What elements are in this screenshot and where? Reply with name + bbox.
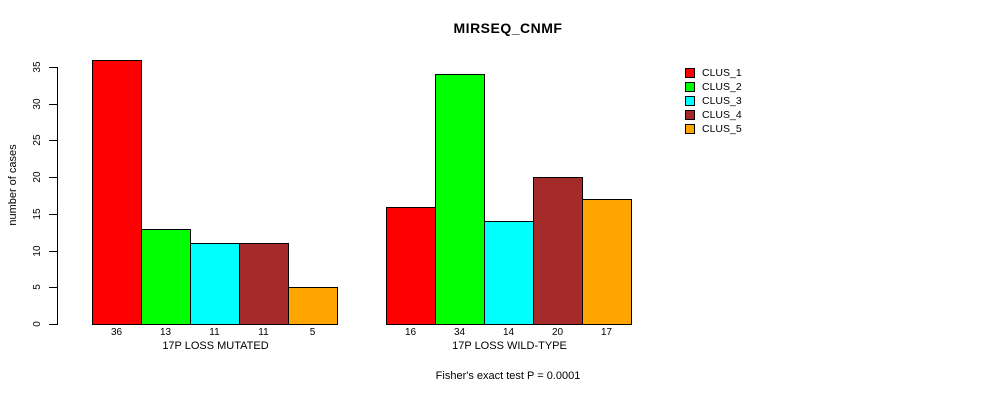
y-axis-label: number of cases	[7, 144, 19, 226]
bar-clus_4-group2	[533, 177, 583, 325]
legend-label: CLUS_5	[702, 122, 742, 135]
y-tick-label: 0	[32, 321, 43, 327]
legend-swatch-icon	[685, 68, 695, 78]
bar-clus_2-group2	[435, 74, 485, 325]
legend-swatch-icon	[685, 82, 695, 92]
y-tick	[49, 104, 58, 105]
bar-clus_4-group1	[239, 243, 289, 325]
y-tick	[49, 287, 58, 288]
legend-item-clus_5: CLUS_5	[685, 122, 742, 136]
legend-swatch-icon	[685, 124, 695, 134]
y-tick-label: 15	[32, 208, 43, 220]
y-tick	[49, 251, 58, 252]
legend-swatch-icon	[685, 110, 695, 120]
bar-clus_3-group2	[484, 221, 534, 325]
legend: CLUS_1 CLUS_2 CLUS_3 CLUS_4 CLUS_5	[685, 66, 742, 136]
legend-label: CLUS_3	[702, 94, 742, 107]
y-tick-label: 20	[32, 171, 43, 183]
y-tick-label: 30	[32, 98, 43, 110]
legend-item-clus_1: CLUS_1	[685, 66, 742, 80]
bar-clus_5-group2	[582, 199, 632, 325]
y-tick-label: 25	[32, 134, 43, 146]
y-tick-label: 10	[32, 245, 43, 257]
bar-value-label: 11	[258, 327, 269, 338]
legend-label: CLUS_4	[702, 108, 742, 121]
bar-value-label: 13	[159, 327, 172, 338]
bar-value-label: 36	[110, 327, 123, 338]
bar-clus_1-group2	[386, 207, 436, 325]
bar-value-label: 20	[551, 327, 564, 338]
bar-value-label: 5	[309, 327, 316, 338]
y-tick-label: 5	[32, 284, 43, 290]
legend-swatch-icon	[685, 96, 695, 106]
y-tick	[49, 177, 58, 178]
bar-clus_3-group1	[190, 243, 240, 325]
y-tick	[49, 67, 58, 68]
legend-label: CLUS_1	[702, 66, 742, 79]
legend-label: CLUS_2	[702, 80, 742, 93]
bar-clus_1-group1	[92, 60, 142, 325]
bar-value-label: 11	[209, 327, 220, 338]
bar-value-label: 34	[453, 327, 466, 338]
x-group-label: 17P LOSS WILD-TYPE	[452, 340, 567, 352]
legend-item-clus_4: CLUS_4	[685, 108, 742, 122]
chart-title: MIRSEQ_CNMF	[453, 20, 563, 36]
annotation-text: Fisher's exact test P = 0.0001	[435, 370, 581, 382]
y-tick	[49, 214, 58, 215]
legend-item-clus_3: CLUS_3	[685, 94, 742, 108]
bar-value-label: 14	[502, 327, 515, 338]
legend-item-clus_2: CLUS_2	[685, 80, 742, 94]
y-tick-label: 35	[32, 61, 43, 73]
y-axis-line	[57, 67, 58, 325]
bar-clus_5-group1	[288, 287, 338, 325]
x-group-label: 17P LOSS MUTATED	[162, 340, 269, 352]
y-tick	[49, 140, 58, 141]
bar-value-label: 16	[404, 327, 417, 338]
bar-clus_2-group1	[141, 229, 191, 325]
bar-value-label: 17	[600, 327, 613, 338]
y-tick	[49, 324, 58, 325]
